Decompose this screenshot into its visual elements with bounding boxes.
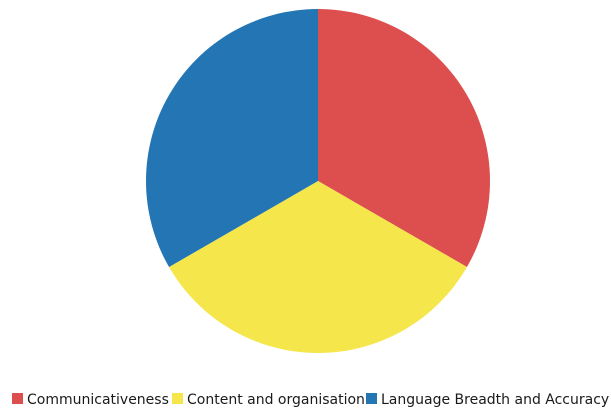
pie-slices	[145, 9, 490, 353]
pie-slice-content-and-organisation	[169, 181, 467, 353]
pie-slice-communicativeness	[318, 9, 490, 267]
legend-label-language-breadth-and-accuracy: Language Breadth and Accuracy	[381, 392, 609, 408]
legend: Communicativeness Content and organisati…	[12, 392, 609, 408]
legend-label-content-and-organisation: Content and organisation	[187, 392, 365, 408]
legend-item-language-breadth-and-accuracy: Language Breadth and Accuracy	[366, 392, 609, 408]
legend-item-content-and-organisation: Content and organisation	[172, 392, 365, 408]
legend-item-communicativeness: Communicativeness	[12, 392, 169, 408]
legend-swatch-content-and-organisation	[172, 393, 183, 404]
legend-label-communicativeness: Communicativeness	[27, 392, 169, 408]
legend-swatch-communicativeness	[12, 393, 23, 404]
legend-swatch-language-breadth-and-accuracy	[366, 393, 377, 404]
pie-slice-language-breadth-and-accuracy	[145, 9, 318, 267]
